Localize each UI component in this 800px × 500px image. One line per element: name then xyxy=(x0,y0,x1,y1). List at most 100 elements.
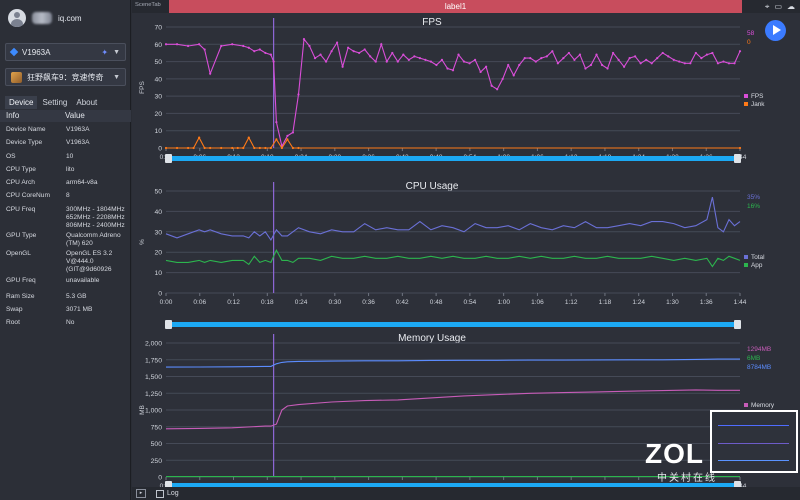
scene-tab[interactable]: SceneTab xyxy=(135,2,161,8)
slider-right-handle[interactable] xyxy=(734,481,741,488)
account-header[interactable]: iq.com xyxy=(8,6,126,30)
log-checkbox[interactable] xyxy=(156,489,164,498)
expand-icon[interactable]: ▸ xyxy=(136,489,146,498)
legend-swatch xyxy=(744,263,748,267)
folder-icon[interactable]: ▭ xyxy=(774,2,782,11)
game-app-icon xyxy=(11,71,22,83)
data-point-fps xyxy=(523,57,526,60)
legend-swatch xyxy=(744,255,748,259)
cloud-icon[interactable]: ☁ xyxy=(787,2,795,11)
location-icon[interactable]: ⌖ xyxy=(764,2,770,11)
x-tick-label: 1:24 xyxy=(632,299,645,306)
thumbnail-memory-line xyxy=(718,460,789,461)
y-tick-label: 10 xyxy=(154,270,162,277)
data-point-jank xyxy=(738,146,742,150)
wifi-icon: ✦ xyxy=(101,47,109,57)
slider-left-handle[interactable] xyxy=(165,481,172,488)
data-point-fps xyxy=(258,48,261,51)
label-banner: label1 xyxy=(169,0,742,13)
slider-left-handle[interactable] xyxy=(165,320,172,329)
data-point-fps xyxy=(396,60,399,63)
time-range-slider[interactable] xyxy=(166,483,740,488)
y-axis-label: % xyxy=(139,239,146,245)
data-point-jank xyxy=(264,146,267,150)
thumbnail-fps-line xyxy=(718,425,789,426)
y-tick-label: 0 xyxy=(158,291,162,298)
data-point-fps xyxy=(347,46,350,49)
row-value: arm64-v8a xyxy=(66,179,98,187)
y-tick-label: 750 xyxy=(151,424,163,431)
row-value: 5.3 GB xyxy=(66,292,87,300)
top-bar: SceneTab label1 ⌖ ▭ ☁ xyxy=(132,0,800,13)
data-point-fps xyxy=(600,63,604,67)
legend-value: 58 xyxy=(747,30,755,37)
data-point-jank xyxy=(209,146,212,150)
data-point-fps xyxy=(363,48,366,51)
account-name: iq.com xyxy=(58,13,82,23)
tab-device[interactable]: Device xyxy=(5,96,38,109)
table-row: CPU CoreNum 8 xyxy=(0,190,131,203)
time-range-slider[interactable] xyxy=(166,322,740,327)
value-column-header: Value xyxy=(65,111,85,120)
x-tick-label: 1:36 xyxy=(700,299,713,306)
data-point-fps xyxy=(253,50,256,53)
data-point-fps xyxy=(611,51,615,55)
data-point-fps xyxy=(645,58,648,61)
main-panel: SceneTab label1 ⌖ ▭ ☁ FPS 0 10 20 30 40 50 60 70… xyxy=(132,0,800,500)
cpu-chart: CPU Usage 0 10 20 30 40 50% 0:00 0:06 0:12 0:18 0:2… xyxy=(139,181,765,329)
y-tick-label: 20 xyxy=(154,111,162,118)
data-point-fps xyxy=(479,70,482,74)
data-point-fps xyxy=(534,60,537,63)
series-line-app xyxy=(165,248,741,268)
y-tick-label: 1,500 xyxy=(145,374,162,381)
table-row: Root No xyxy=(0,317,131,330)
data-point-fps xyxy=(330,50,333,53)
redacted-name xyxy=(32,12,52,24)
data-point-fps xyxy=(738,50,742,53)
data-point-fps xyxy=(622,65,626,68)
data-point-fps xyxy=(302,38,306,41)
data-point-fps xyxy=(446,67,449,70)
slider-right-handle[interactable] xyxy=(734,154,741,163)
data-point-fps xyxy=(203,48,206,51)
row-key: Root xyxy=(6,319,20,327)
x-tick-label: 0:54 xyxy=(464,299,477,306)
data-point-fps xyxy=(198,43,201,46)
app-select[interactable]: 狂野飙车9：竞速传奇 ▼ xyxy=(5,68,126,86)
device-select[interactable]: V1963A ✦ ▼ xyxy=(5,43,126,61)
thumbnail-preview[interactable] xyxy=(710,410,798,473)
device-select-value: V1963A xyxy=(22,47,51,57)
data-point-jank xyxy=(198,136,201,139)
data-point-fps xyxy=(291,131,295,134)
tab-about[interactable]: About xyxy=(76,98,98,107)
table-row: GPU Type Qualcomm Adreno (TM) 620 xyxy=(0,230,131,248)
data-point-jank xyxy=(236,146,239,150)
slider-right-handle[interactable] xyxy=(734,320,741,329)
y-tick-label: 1,750 xyxy=(145,357,162,364)
x-tick-label: 1:18 xyxy=(599,299,612,306)
data-point-fps xyxy=(424,58,427,61)
data-point-fps xyxy=(683,62,686,65)
play-button[interactable] xyxy=(765,20,786,41)
bottom-bar: ▸ Log xyxy=(132,487,800,500)
row-value: No xyxy=(66,319,75,327)
data-point-jank xyxy=(231,146,234,150)
x-tick-label: 0:36 xyxy=(362,299,375,306)
data-point-jank xyxy=(275,138,278,141)
tab-setting[interactable]: Setting xyxy=(42,98,68,107)
row-key: OS xyxy=(6,152,16,160)
row-value: unavailable xyxy=(66,276,100,284)
data-point-fps xyxy=(700,57,703,60)
data-point-fps xyxy=(694,51,697,55)
data-point-fps xyxy=(407,58,410,61)
time-range-slider[interactable] xyxy=(166,156,740,161)
data-point-fps xyxy=(313,57,317,60)
chart-title: CPU Usage xyxy=(406,181,459,192)
data-point-fps xyxy=(457,53,460,56)
slider-left-handle[interactable] xyxy=(165,154,172,163)
legend-value: 0 xyxy=(747,39,751,46)
data-point-fps xyxy=(722,60,725,63)
avatar-icon[interactable] xyxy=(8,9,26,27)
x-tick-label: 1:06 xyxy=(531,299,544,306)
